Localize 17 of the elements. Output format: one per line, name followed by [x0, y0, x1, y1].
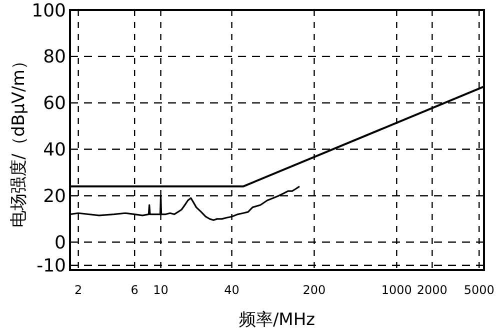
y-tick-label: 80: [43, 46, 66, 68]
x-tick-label: 10: [153, 283, 168, 297]
x-tick-label: 5000: [464, 283, 494, 297]
x-tick-label: 2: [74, 283, 82, 297]
y-tick-label: 20: [43, 186, 66, 208]
x-tick-label: 1000: [381, 283, 412, 297]
y-tick-label: 40: [43, 140, 66, 161]
y-tick-label: -10: [36, 256, 66, 277]
x-tick-label: 2000: [416, 283, 448, 297]
x-tick-label: 200: [302, 283, 326, 297]
y-tick-label: 0: [54, 232, 66, 254]
y-tick-label: 100: [32, 0, 66, 22]
x-axis-title: 频率/MHz: [238, 310, 316, 330]
y-tick-label: 60: [43, 93, 66, 114]
x-tick-label: 6: [130, 283, 138, 297]
x-tick-label: 40: [224, 283, 240, 297]
y-axis-title: 电场强度/（dBμV/m）: [9, 52, 29, 228]
